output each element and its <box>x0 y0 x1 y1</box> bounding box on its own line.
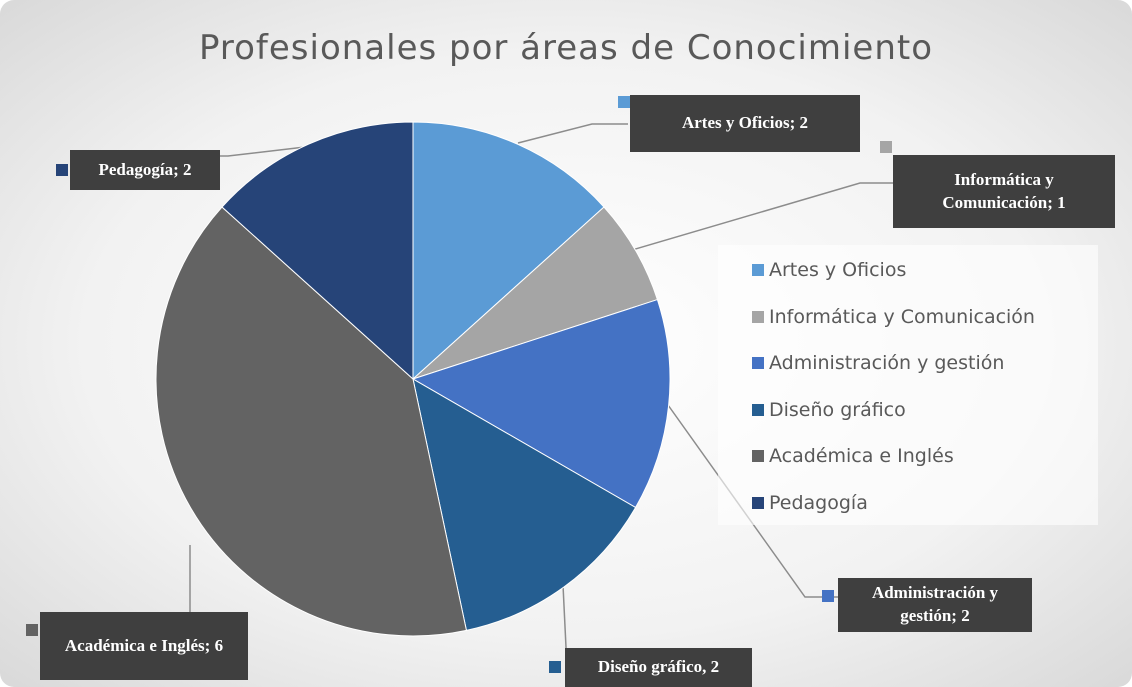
data-label: Pedagogía; 2 <box>70 150 220 190</box>
data-label-marker <box>56 164 68 176</box>
legend-swatch <box>752 496 764 509</box>
pie-slice <box>221 121 414 381</box>
data-label-marker <box>880 141 892 153</box>
data-label: Académica e Inglés; 6 <box>40 612 248 680</box>
leader-line <box>220 146 306 157</box>
data-label-marker <box>26 624 38 636</box>
legend-label: Artes y Oficios <box>769 259 907 281</box>
pie-slice <box>412 206 659 380</box>
legend: Artes y Oficios Informática y Comunicació… <box>718 245 1098 525</box>
pie-slice <box>411 298 671 509</box>
data-label: Artes y Oficios; 2 <box>630 95 860 152</box>
legend-item: Administración y gestión <box>752 351 1004 375</box>
legend-swatch <box>752 310 764 323</box>
legend-swatch <box>752 450 764 462</box>
leader-line <box>631 182 893 251</box>
legend-item: Pedagogía <box>752 491 868 515</box>
data-label-marker <box>618 96 630 108</box>
legend-label: Académica e Inglés <box>769 445 954 467</box>
legend-swatch <box>752 357 764 369</box>
legend-item: Informática y Comunicación <box>752 305 1035 329</box>
chart-title: Profesionales por áreas de Conocimiento <box>198 28 934 68</box>
data-label: Administración y gestión; 2 <box>838 578 1032 632</box>
leader-line <box>517 123 628 144</box>
pie-slice <box>412 121 605 381</box>
data-label-marker <box>822 590 834 602</box>
legend-label: Administración y gestión <box>769 352 1005 374</box>
data-label: Informática y Comunicación; 1 <box>893 155 1115 228</box>
legend-item: Académica e Inglés <box>752 444 954 468</box>
legend-label: Diseño gráfico <box>769 398 906 421</box>
leader-lines <box>189 123 893 669</box>
legend-swatch <box>752 403 764 416</box>
data-label: Diseño gráfico, 2 <box>565 648 752 687</box>
data-label-marker <box>549 661 561 673</box>
pie-slice <box>412 378 637 631</box>
pie-slice <box>155 206 468 637</box>
legend-label: Pedagogía <box>769 491 868 514</box>
legend-label: Informática y Comunicación <box>769 305 1035 328</box>
legend-item: Artes y Oficios <box>752 258 906 282</box>
legend-item: Diseño gráfico <box>752 398 906 422</box>
legend-swatch <box>752 264 764 276</box>
